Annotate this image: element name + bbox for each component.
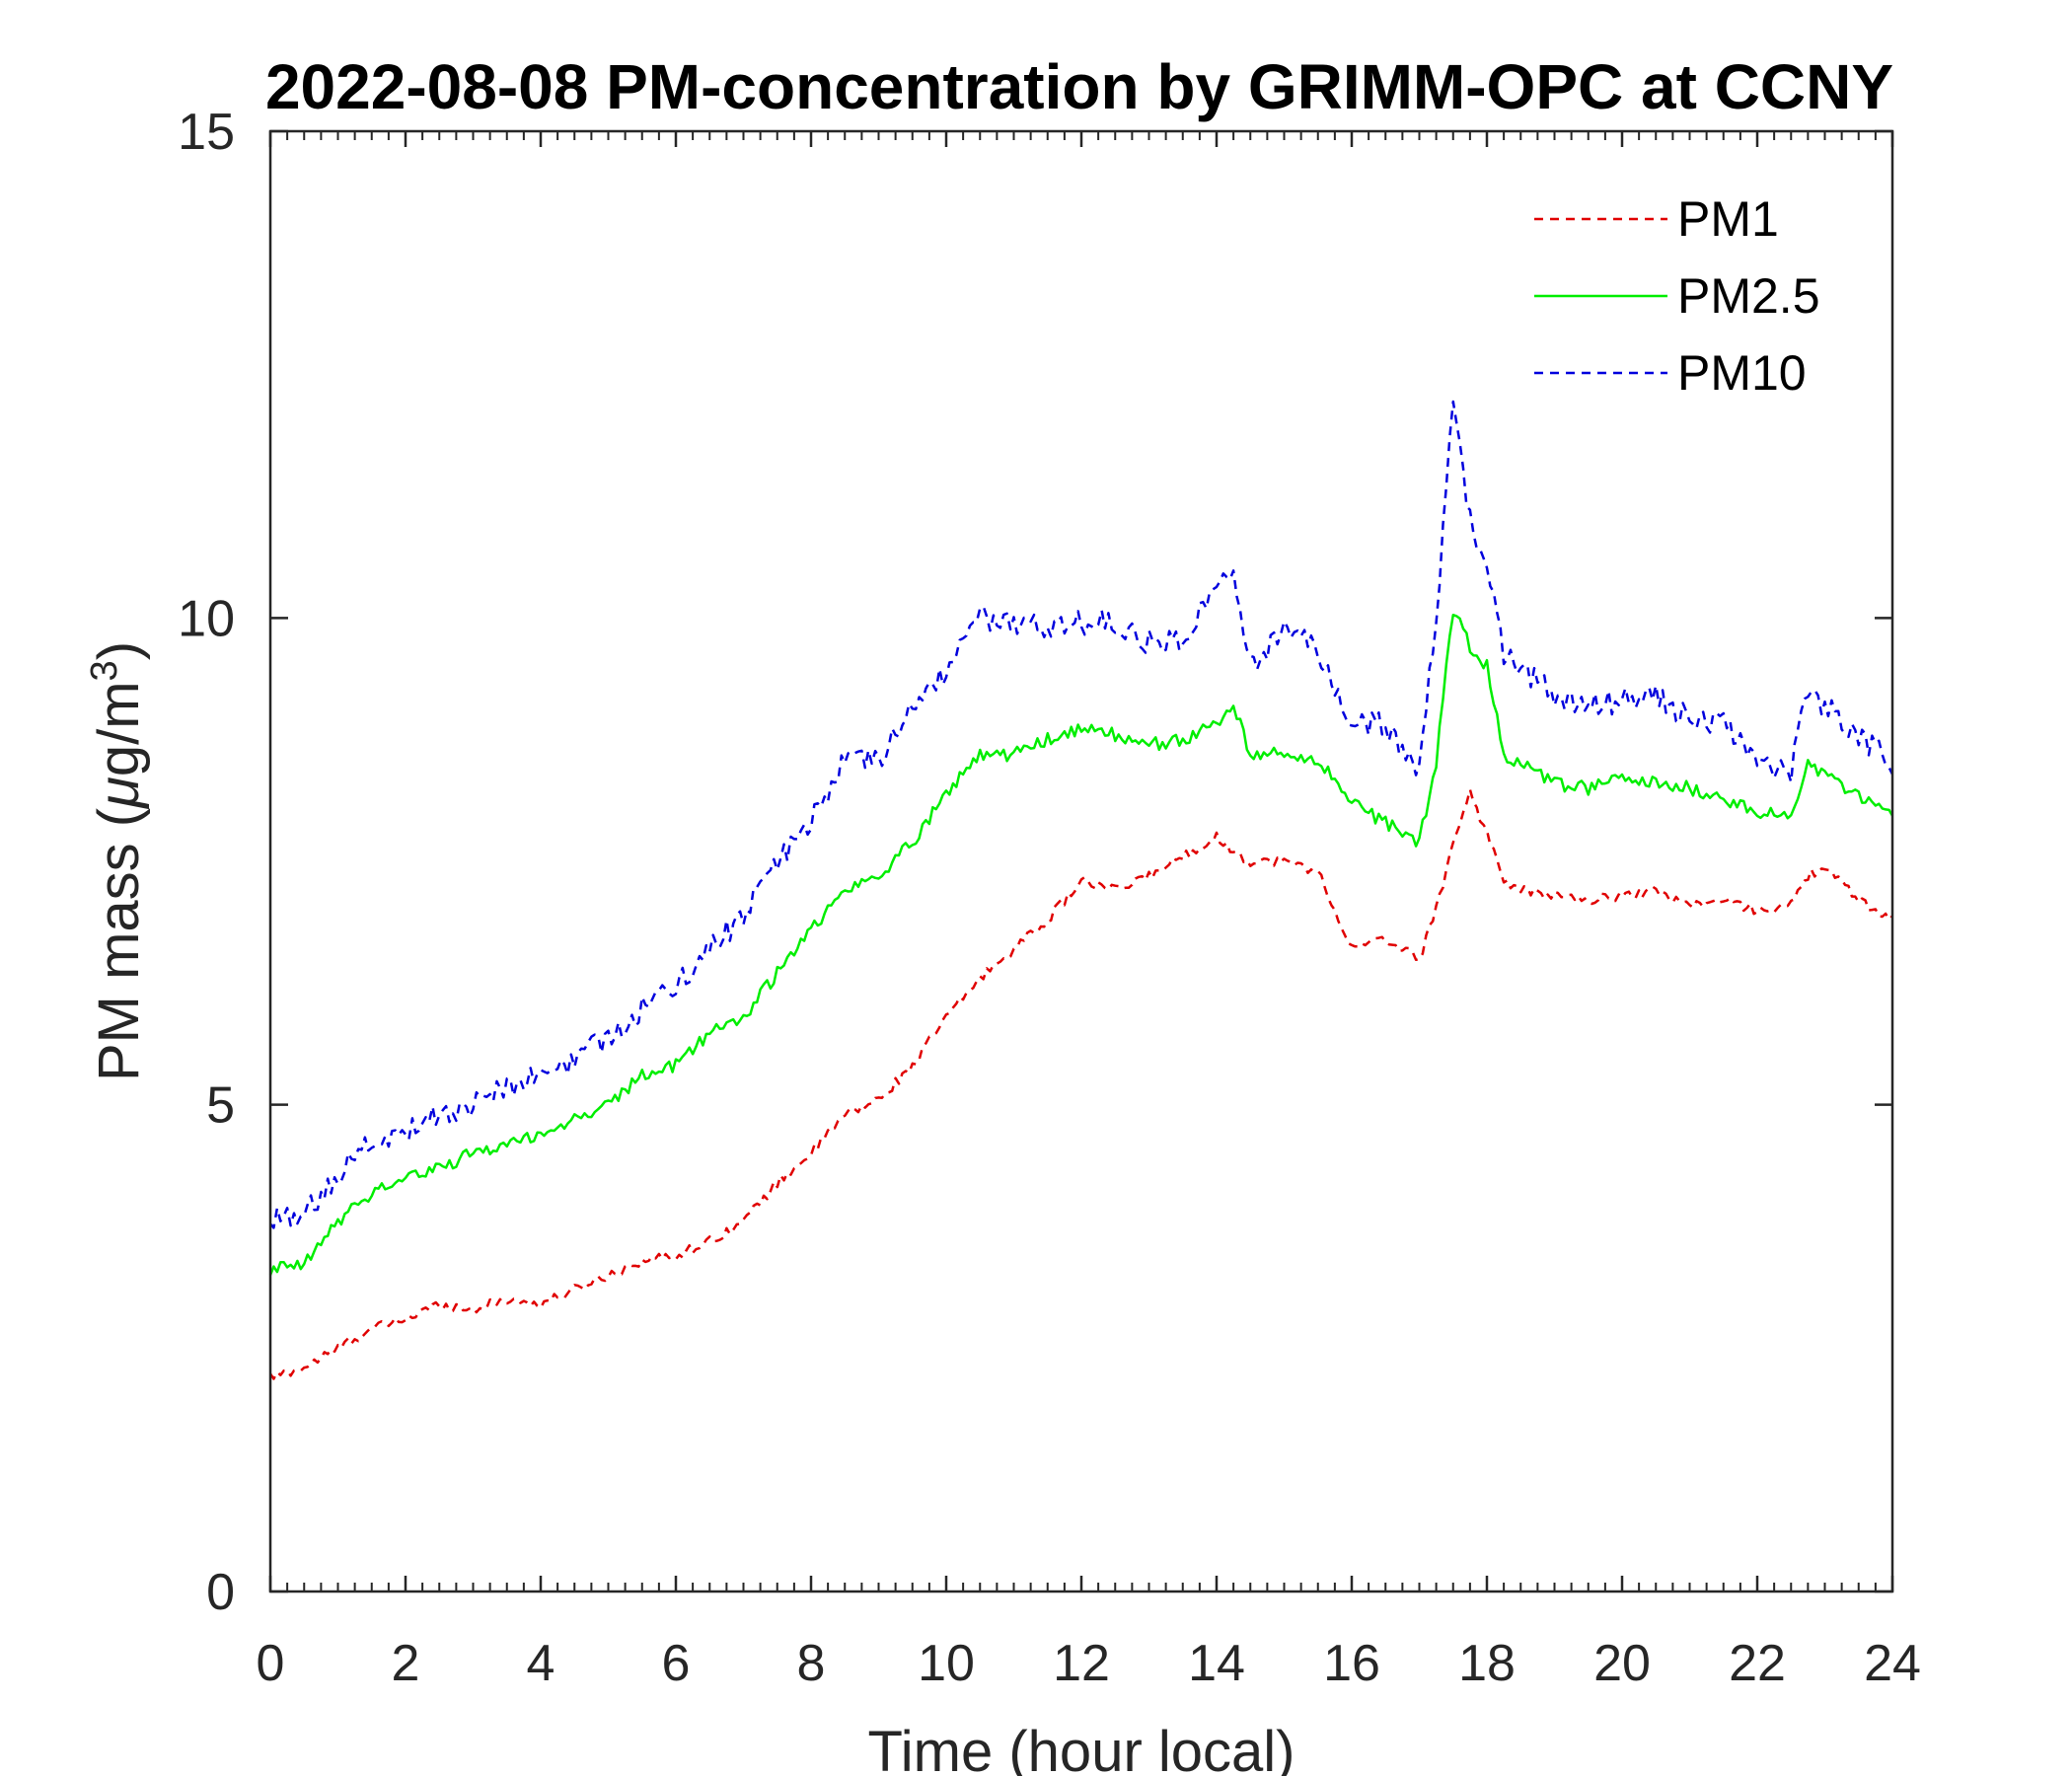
x-tick-label: 22 xyxy=(1729,1635,1786,1692)
plot-area xyxy=(268,129,1894,1593)
y-axis-label: PM mass (μg/m3) xyxy=(84,641,151,1081)
x-tick-label: 2 xyxy=(392,1635,420,1692)
x-tick-label: 4 xyxy=(527,1635,555,1692)
x-tick-label: 14 xyxy=(1188,1635,1245,1692)
y-axis-label-prefix: PM mass ( xyxy=(87,808,151,1081)
chart-title: 2022-08-08 PM-concentration by GRIMM-OPC… xyxy=(265,51,1893,122)
y-axis-label-suffix: ) xyxy=(87,641,151,660)
legend-label: PM2.5 xyxy=(1677,268,1820,324)
x-axis: 0 2 4 6 8 10 12 14 16 18 20 22 24 xyxy=(257,131,1921,1692)
legend-label: PM10 xyxy=(1677,345,1807,401)
y-axis-label-unit: g/m xyxy=(87,681,151,777)
x-tick-label: 6 xyxy=(662,1635,691,1692)
series-line-pm2-5 xyxy=(268,613,1894,1276)
x-tick-label: 10 xyxy=(918,1635,975,1692)
y-tick-label: 5 xyxy=(206,1077,235,1135)
legend-label: PM1 xyxy=(1677,191,1779,247)
legend: PM1 PM2.5 PM10 xyxy=(1534,191,1820,401)
x-axis-label: Time (hour local) xyxy=(868,1720,1295,1776)
x-tick-label: 8 xyxy=(797,1635,826,1692)
x-tick-label: 0 xyxy=(257,1635,285,1692)
x-tick-label: 24 xyxy=(1864,1635,1921,1692)
x-tick-label: 16 xyxy=(1323,1635,1380,1692)
x-tick-label: 18 xyxy=(1458,1635,1516,1692)
series-layer xyxy=(268,400,1894,1380)
plot-background xyxy=(270,131,1892,1591)
minor-ticks xyxy=(286,131,1877,1591)
y-tick-label: 15 xyxy=(178,104,235,161)
series-line-pm1 xyxy=(268,787,1893,1380)
y-tick-label: 10 xyxy=(178,590,235,647)
y-axis-label-superscript: 3 xyxy=(84,660,125,681)
x-tick-label: 12 xyxy=(1053,1635,1110,1692)
y-axis-label-mu: μ xyxy=(87,777,151,810)
y-tick-label: 0 xyxy=(206,1564,235,1621)
series-line-pm10 xyxy=(269,400,1894,1229)
y-axis: 0 5 10 15 xyxy=(178,104,1892,1621)
x-tick-label: 20 xyxy=(1593,1635,1651,1692)
